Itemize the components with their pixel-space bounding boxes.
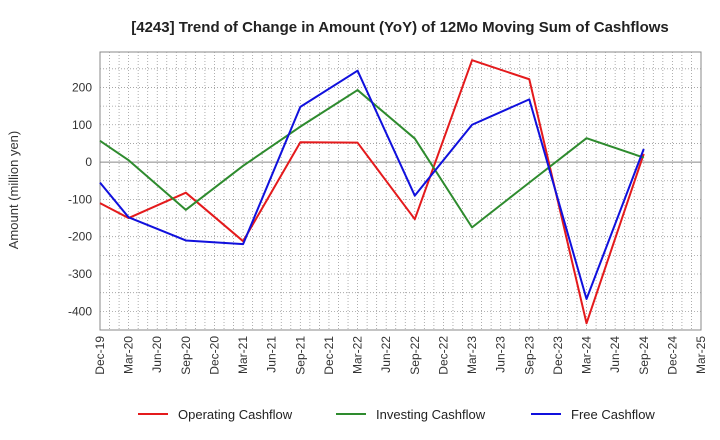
legend-label: Operating Cashflow [178,407,293,422]
y-tick-label: -100 [68,192,92,206]
y-tick-label: -200 [68,230,92,244]
x-tick-label: Dec-23 [551,336,565,375]
x-tick-label: Jun-23 [494,336,508,373]
x-tick-label: Sep-21 [293,336,307,375]
x-tick-label: Jun-21 [265,336,279,373]
plot-area [99,51,702,331]
y-tick-label: 0 [85,155,92,169]
x-tick-label: Sep-24 [637,336,651,375]
chart-title: [4243] Trend of Change in Amount (YoY) o… [131,19,669,36]
x-tick-label: Mar-24 [580,336,594,374]
y-tick-label: 200 [72,80,92,94]
y-tick-label: 100 [72,118,92,132]
y-tick-label: -300 [68,267,92,281]
y-tick-label: -400 [68,304,92,318]
x-tick-label: Mar-20 [122,336,136,374]
x-tick-label: Mar-25 [694,336,708,374]
y-axis-label: Amount (million yen) [6,131,21,250]
x-tick-label: Dec-19 [93,336,107,375]
legend-label: Free Cashflow [571,407,655,422]
x-tick-label: Jun-20 [150,336,164,373]
x-tick-label: Mar-21 [236,336,250,374]
x-tick-label: Dec-20 [207,336,221,375]
x-tick-label: Dec-24 [665,336,679,375]
legend: Operating Cashflow Investing Cashflow Free… [138,407,655,422]
x-tick-label: Mar-22 [351,336,365,374]
x-tick-label: Dec-22 [436,336,450,375]
series-line-free-cashflow [99,69,645,301]
x-tick-label: Jun-22 [379,336,393,373]
x-tick-label: Sep-22 [408,336,422,375]
x-tick-label: Sep-23 [522,336,536,375]
x-tick-label: Jun-24 [608,336,622,373]
legend-label: Investing Cashflow [376,407,486,422]
x-tick-label: Dec-21 [322,336,336,375]
plot-frame [99,51,702,331]
x-tick-label: Sep-20 [179,336,193,375]
x-axis-ticks: Dec-19 Mar-20 Jun-20 Sep-20 Dec-20 Mar-21 Jun-… [93,336,708,375]
x-tick-label: Mar-23 [465,336,479,374]
y-axis-ticks: -400 -300 -200 -100 0 100 200 [68,80,92,318]
series-line-operating-cashflow [99,59,645,325]
